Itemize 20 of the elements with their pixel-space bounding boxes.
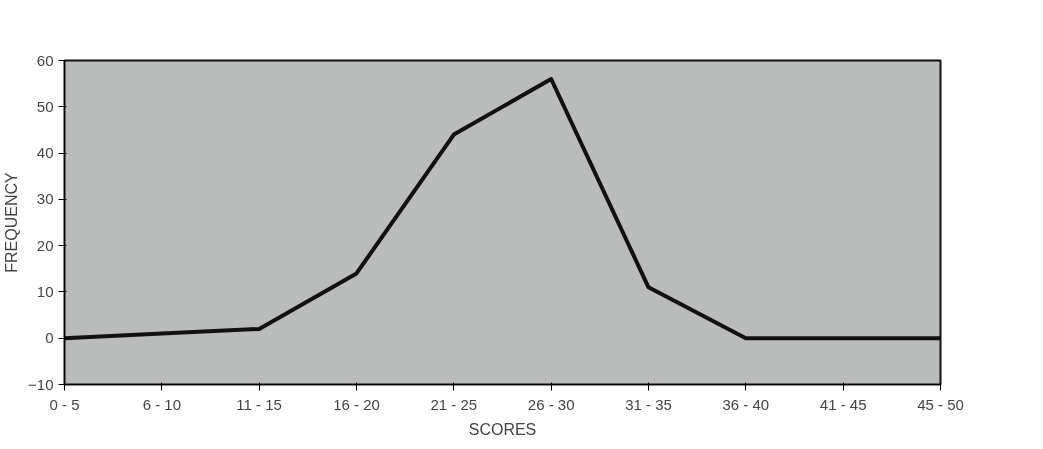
x-tick-label: 45 - 50	[917, 395, 964, 413]
y-tick-label: 60	[36, 51, 54, 69]
y-tick-label: 20	[36, 236, 54, 254]
x-tick-label: 31 - 35	[625, 395, 672, 413]
x-tick-label: 0 - 5	[49, 395, 80, 413]
y-tick-label: −10	[28, 375, 54, 393]
x-tick-label: 41 - 45	[819, 395, 867, 413]
y-tick-label: 40	[36, 144, 54, 162]
x-tick-label: 26 - 30	[527, 395, 575, 413]
x-tick-label: 21 - 25	[430, 395, 478, 413]
y-tick-label: 50	[36, 97, 54, 115]
y-axis-title: FREQUENCY	[3, 171, 21, 273]
y-tick-label: 30	[36, 190, 54, 208]
x-tick-label: 36 - 40	[722, 395, 770, 413]
x-tick-label: 11 - 15	[236, 395, 282, 413]
x-tick-label: 16 - 20	[333, 395, 380, 413]
y-tick-label: 0	[45, 329, 54, 347]
y-tick-label: 10	[36, 282, 54, 300]
x-tick-label: 6 - 10	[142, 395, 182, 413]
x-axis-title: SCORES	[468, 420, 537, 438]
